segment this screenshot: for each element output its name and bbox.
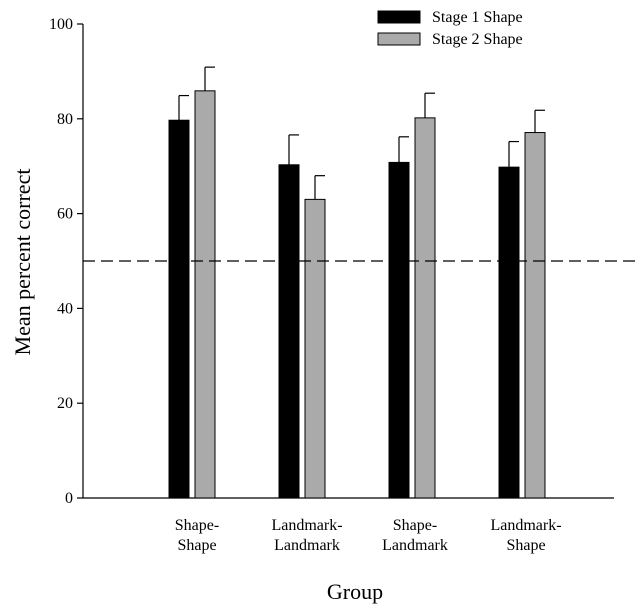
category-label: Shape-	[175, 517, 219, 534]
category-label: Shape-	[393, 517, 437, 534]
bar	[414, 117, 436, 499]
legend-swatch	[377, 10, 421, 24]
category-label: Landmark-	[271, 517, 342, 534]
y-tick-label: 20	[57, 395, 73, 412]
legend-label: Stage 1 Shape	[432, 9, 523, 26]
category-label: Shape	[177, 537, 216, 554]
y-tick-label: 100	[49, 16, 73, 33]
bar	[388, 161, 410, 499]
bar	[278, 164, 300, 499]
bar	[194, 90, 216, 499]
legend-swatch	[377, 32, 421, 46]
category-label: Landmark	[382, 537, 448, 554]
bar	[524, 132, 546, 499]
y-tick-label: 60	[57, 206, 73, 223]
y-tick-label: 0	[65, 490, 73, 507]
bar	[168, 119, 190, 499]
y-axis-title: Mean percent correct	[10, 169, 35, 356]
legend: Stage 1 Shape Stage 2 Shape	[377, 9, 523, 48]
category-label: Shape	[506, 537, 545, 554]
x-axis-title: Group	[327, 579, 383, 604]
y-tick-label: 40	[57, 300, 73, 317]
bar	[498, 166, 520, 499]
legend-label: Stage 2 Shape	[432, 31, 523, 48]
y-tick-label: 80	[57, 111, 73, 128]
bar	[304, 198, 326, 499]
category-label: Landmark	[274, 537, 340, 554]
category-label: Landmark-	[490, 517, 561, 534]
plot-area: 0 20 40 60 80 100 Shape- Shape Landmark- Landmark…	[49, 16, 640, 554]
